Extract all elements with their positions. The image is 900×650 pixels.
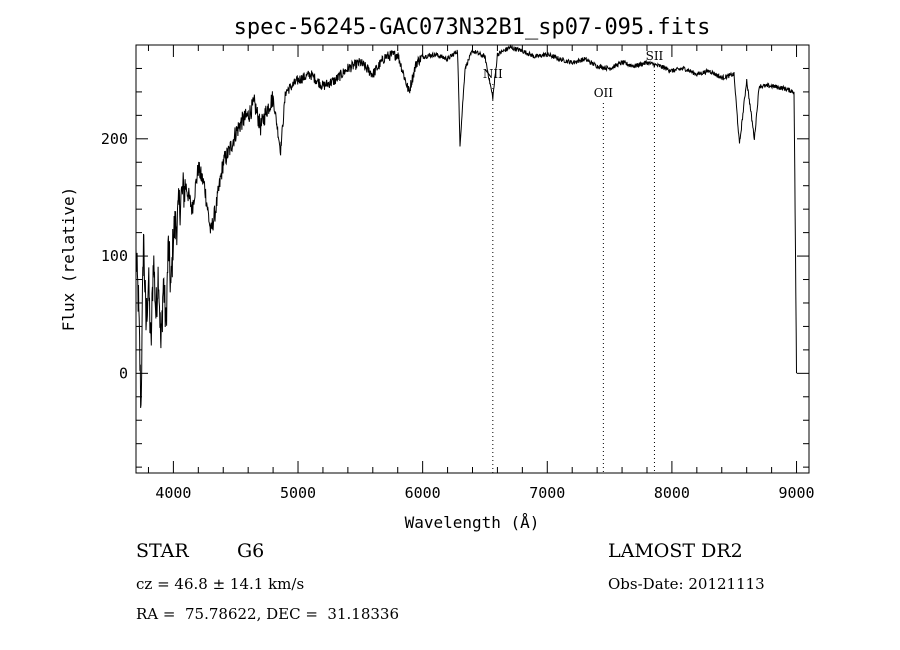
line-marker-label: NII [483,67,503,81]
spectrum-chart: spec-56245-GAC073N32B1_sp07-095.fits 400… [59,15,815,532]
y-tick-label: 200 [101,130,128,148]
y-tick-label: 0 [119,364,128,382]
survey-name: LAMOST DR2 [608,540,743,562]
line-marker-label: SII [646,49,664,63]
x-tick-label: 4000 [155,484,191,502]
x-axis-label: Wavelength (Å) [405,513,540,532]
x-tick-label: 6000 [405,484,441,502]
y-axis-label: Flux (relative) [59,187,78,332]
emission-line-markers: NII OII SII [483,49,664,473]
x-tick-label: 7000 [529,484,565,502]
x-tick-label: 8000 [654,484,690,502]
chart-title: spec-56245-GAC073N32B1_sp07-095.fits [234,15,711,40]
x-tick-label: 5000 [280,484,316,502]
flux-series-line [135,44,797,408]
x-tick-label: 9000 [778,484,814,502]
coordinates: RA = 75.78622, DEC = 31.18336 [136,605,400,623]
object-subclass: G6 [237,540,265,562]
obs-date: Obs-Date: 20121113 [608,575,765,593]
redshift-readout: cz = 46.8 ± 14.1 km/s [136,575,305,593]
object-class: STAR [136,540,189,562]
line-marker-label: OII [594,86,614,100]
axis-ticks: 4000 5000 6000 7000 8000 9000 0 100 200 [101,44,815,502]
plot-frame [135,44,810,474]
y-tick-label: 100 [101,247,128,265]
